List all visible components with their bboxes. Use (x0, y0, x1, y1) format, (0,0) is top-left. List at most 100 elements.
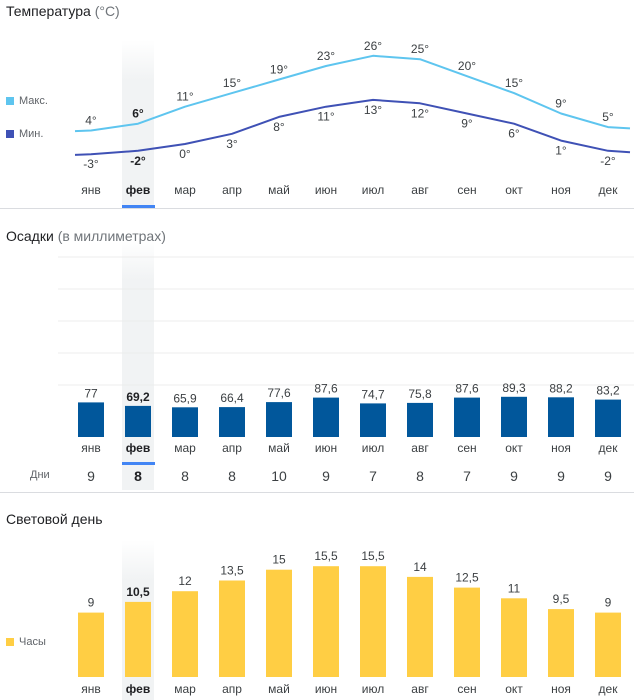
precipitation-month-label: дек (598, 441, 618, 455)
precipitation-value-label: 77,6 (267, 386, 291, 400)
min-temperature-label: 0° (179, 147, 191, 161)
legend-max-label: Макс. (19, 95, 48, 107)
max-temperature-label: 15° (223, 76, 241, 90)
daylight-bar (78, 612, 104, 677)
daylight-bar (313, 566, 339, 677)
precipitation-month-label: июл (361, 441, 385, 455)
temperature-month-label: авг (411, 183, 429, 197)
precipitation-value-label: 87,6 (455, 382, 479, 396)
section-divider (0, 208, 634, 209)
daylight-month-label: апр (222, 682, 242, 696)
temperature-month-label: май (268, 183, 290, 197)
rain-days-value: 9 (557, 468, 565, 484)
rain-days-value: 9 (87, 468, 95, 484)
daylight-bar (407, 576, 433, 677)
max-temperature-label: 15° (505, 76, 523, 90)
max-temperature-label: 5° (602, 110, 614, 124)
legend-max: Макс. (6, 95, 48, 107)
rain-days-value: 9 (510, 468, 518, 484)
max-temperature-label: 6° (132, 107, 144, 121)
min-temperature-label: 6° (508, 127, 520, 141)
precipitation-bar (595, 399, 621, 437)
max-temperature-label: 23° (317, 49, 335, 63)
max-temperature-label: 11° (176, 90, 193, 104)
legend-min-swatch (6, 130, 14, 138)
legend-min: Мин. (6, 128, 43, 140)
precipitation-bar (501, 396, 527, 437)
selected-month-indicator-precip (122, 462, 155, 465)
precipitation-month-label: апр (222, 441, 242, 455)
precipitation-month-label: окт (505, 441, 523, 455)
rain-days-label: Дни (30, 469, 50, 481)
rain-days-value: 7 (463, 468, 471, 484)
min-temperature-label: -3° (83, 157, 99, 171)
daylight-value-label: 15,5 (361, 549, 385, 563)
temperature-month-label: фев (125, 183, 151, 197)
precipitation-month-label: май (268, 441, 290, 455)
precipitation-unit: (в миллиметрах) (57, 228, 166, 244)
precipitation-month-label: сен (457, 441, 477, 455)
legend-hours-swatch (6, 638, 14, 646)
min-temperature-label: 11° (317, 110, 334, 124)
temperature-month-label: дек (598, 183, 618, 197)
precipitation-bar (360, 403, 386, 437)
precipitation-month-label: ноя (551, 441, 571, 455)
temperature-unit: (°C) (94, 3, 120, 19)
daylight-month-label: ноя (551, 682, 571, 696)
daylight-value-label: 10,5 (126, 585, 150, 599)
daylight-bar (501, 598, 527, 677)
rain-days-value: 8 (228, 468, 236, 484)
daylight-value-label: 9,5 (553, 592, 570, 606)
daylight-month-label: июл (361, 682, 385, 696)
precipitation-bar (172, 407, 198, 437)
rain-days-value: 10 (271, 468, 287, 484)
daylight-month-label: дек (598, 682, 618, 696)
temperature-title: Температура (°C) (6, 3, 120, 19)
daylight-value-label: 12,5 (455, 571, 479, 585)
rain-days-value: 9 (604, 468, 612, 484)
max-temperature-label: 4° (85, 114, 97, 128)
max-temperature-label: 26° (364, 39, 382, 53)
max-temperature-label: 20° (458, 59, 476, 73)
precipitation-value-label: 74,7 (361, 387, 385, 401)
min-temperature-line (74, 98, 631, 156)
temperature-month-label: июн (314, 183, 338, 197)
min-temperature-label: 1° (555, 144, 567, 158)
temperature-month-label: янв (81, 183, 101, 197)
precipitation-bar (548, 397, 574, 437)
precipitation-month-label: авг (411, 441, 429, 455)
precipitation-value-label: 65,9 (173, 391, 197, 405)
precipitation-bar (125, 405, 151, 437)
precipitation-month-label: июн (314, 441, 338, 455)
temperature-month-label: апр (222, 183, 242, 197)
precipitation-bar (313, 397, 339, 437)
daylight-bar (266, 569, 292, 677)
precipitation-value-label: 66,4 (220, 391, 244, 405)
min-temperature-label: 3° (226, 137, 238, 151)
daylight-bar (125, 601, 151, 677)
precipitation-chart: 77 69,2 65,9 66,4 77,6 87,6 74,7 75,8 87,6 89,3 88… (58, 256, 634, 437)
daylight-bar (548, 609, 574, 677)
selected-month-indicator-temp (122, 205, 155, 208)
rain-days-value: 8 (134, 468, 142, 484)
daylight-value-label: 11 (508, 581, 521, 595)
daylight-month-label: сен (457, 682, 477, 696)
legend-min-label: Мин. (19, 128, 44, 140)
precipitation-month-label: янв (81, 441, 101, 455)
temperature-month-label: ноя (551, 183, 571, 197)
min-temperature-label: 9° (461, 117, 473, 131)
precipitation-value-label: 83,2 (596, 384, 620, 398)
daylight-month-label: окт (505, 682, 523, 696)
precipitation-bar (219, 407, 245, 437)
rain-days-value: 8 (416, 468, 424, 484)
precipitation-bar (78, 402, 104, 437)
precipitation-bar (454, 397, 480, 437)
precipitation-value-label: 89,3 (502, 381, 526, 395)
precipitation-value-label: 69,2 (126, 390, 150, 404)
daylight-bar (595, 612, 621, 677)
daylight-month-label: июн (314, 682, 338, 696)
daylight-title: Световой день (6, 511, 103, 527)
max-temperature-label: 19° (270, 63, 288, 77)
daylight-value-label: 13,5 (220, 564, 244, 578)
